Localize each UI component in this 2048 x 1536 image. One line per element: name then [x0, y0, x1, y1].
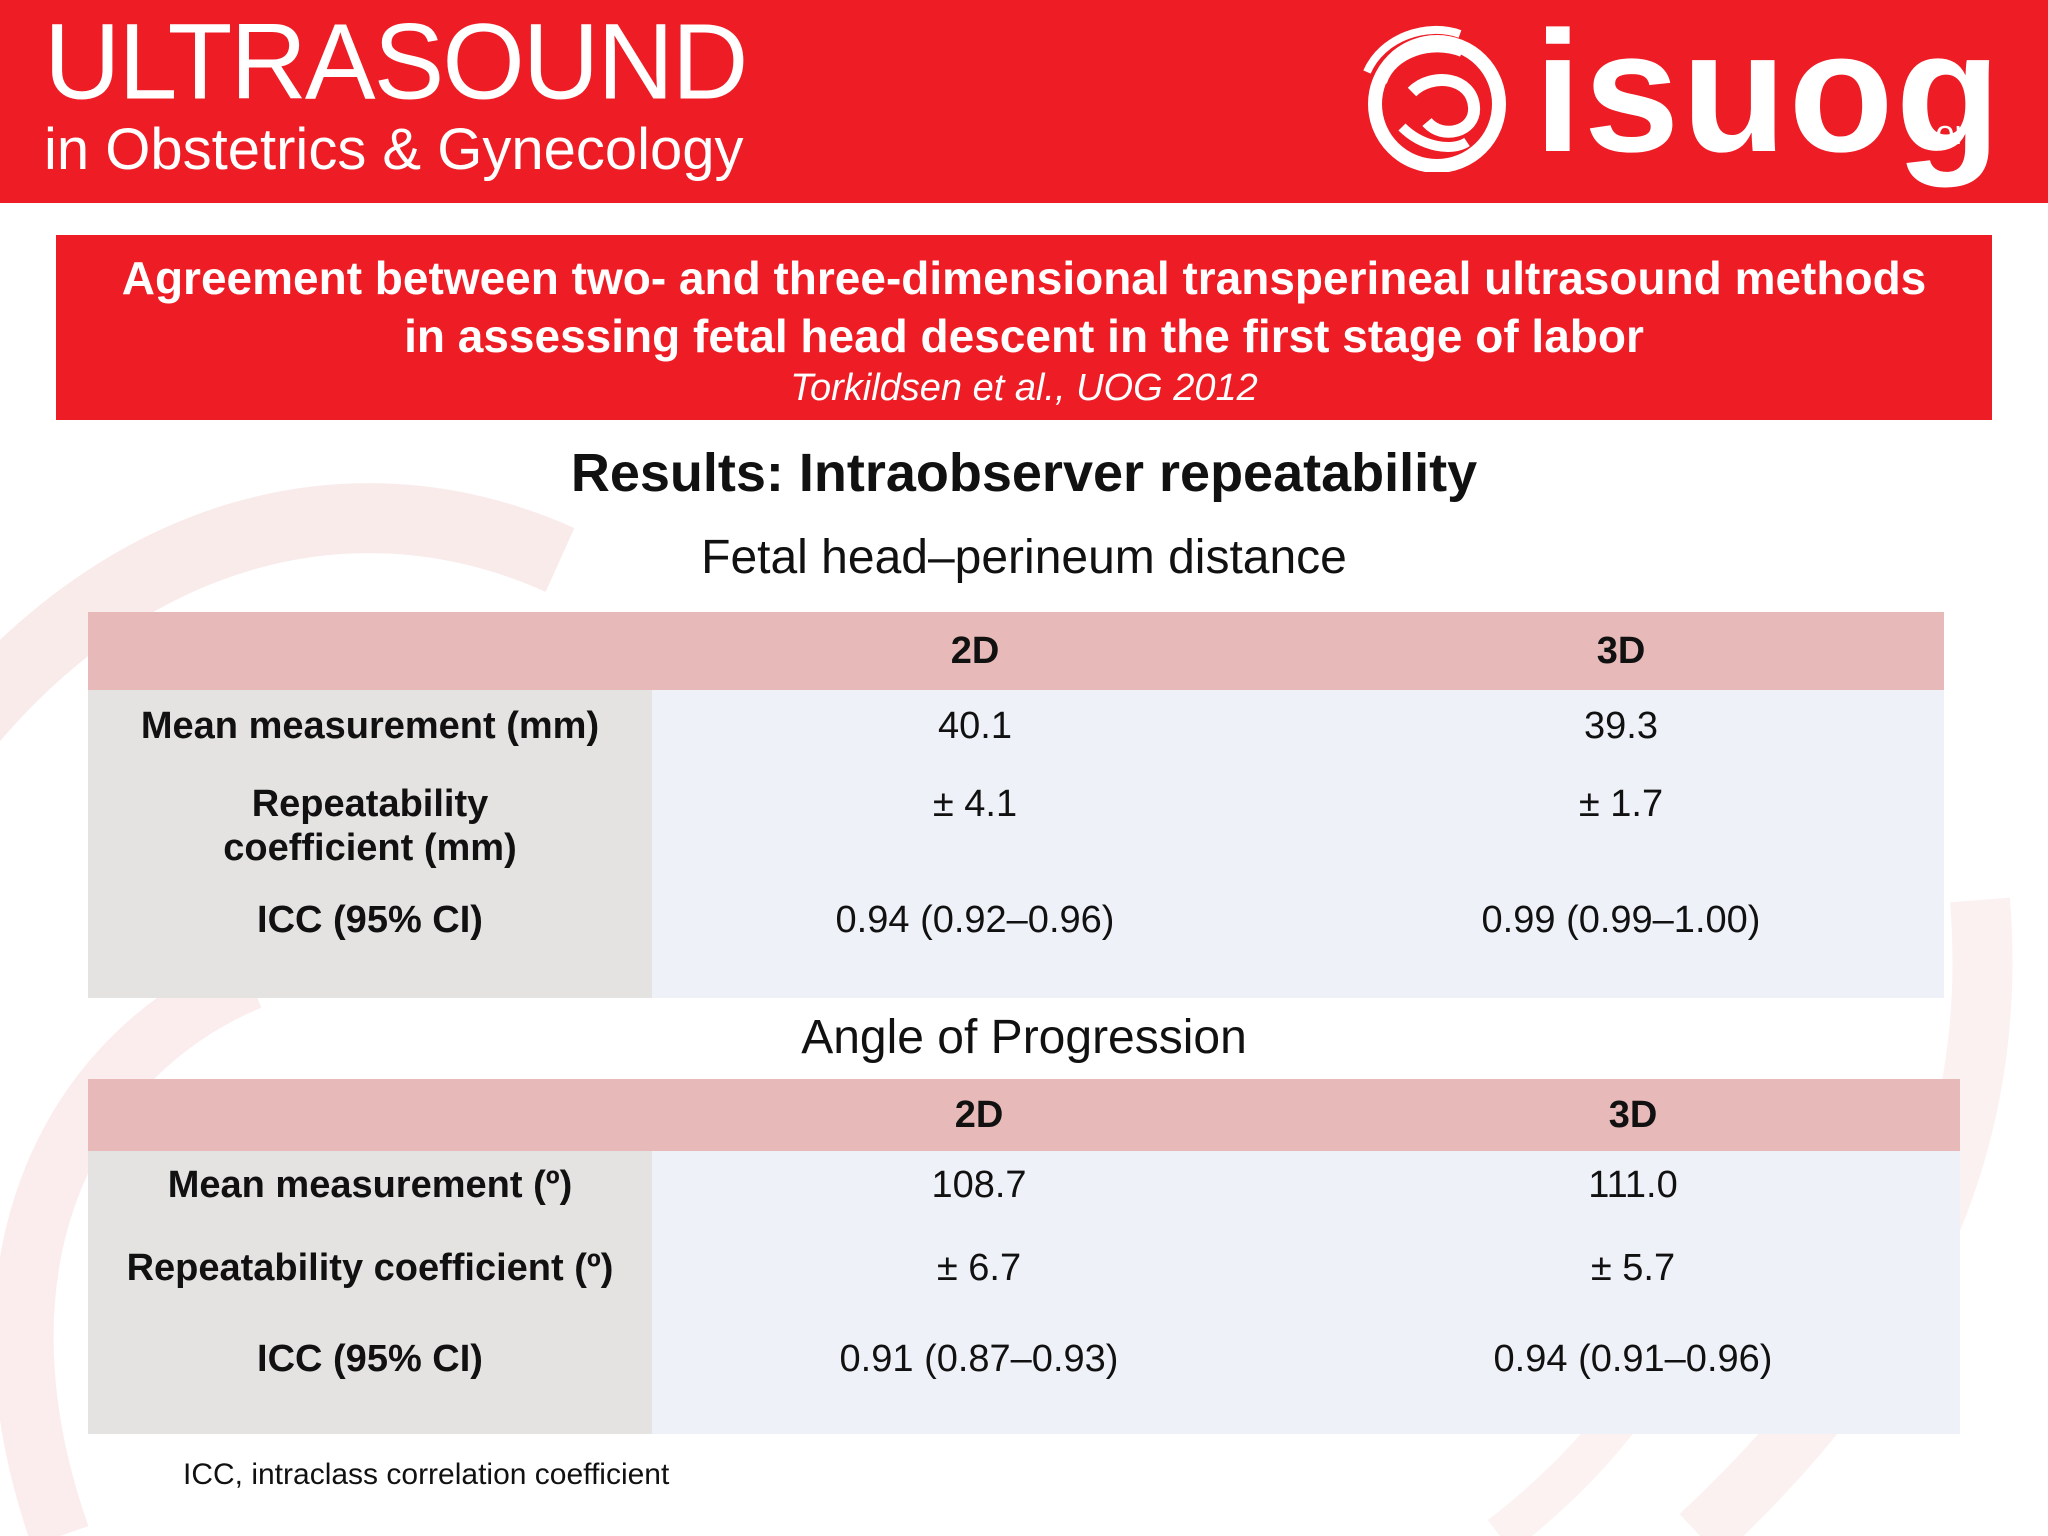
journal-title: ULTRASOUND [44, 1, 748, 123]
footnote: ICC, intraclass correlation coefficient [183, 1458, 670, 1491]
table1-row-mean-3d: 39.3 [1584, 705, 1658, 747]
table1-col-2d: 2D [950, 630, 1000, 672]
table-angle-of-progression: 2D 3D Mean measurement (º) 108.7 111.0 R… [88, 1079, 1960, 1434]
table2-row-mean-2d: 108.7 [931, 1164, 1027, 1206]
table2-row-icc-3d: 0.94 (0.91–0.96) [1493, 1338, 1773, 1380]
table1-row-mean-label: Mean measurement (mm) [140, 705, 600, 747]
table1-row-repeatability-2d: ± 4.1 [932, 783, 1018, 825]
table2-heading: Angle of Progression [801, 1011, 1247, 1064]
table1-row-icc-3d: 0.99 (0.99–1.00) [1481, 899, 1761, 941]
fetus-logo-icon [1363, 26, 1506, 172]
table1-body: Mean measurement (mm) 40.1 39.3 Repeatab… [88, 690, 1944, 998]
isuog-suffix: .org [1926, 114, 1985, 152]
table1-heading: Fetal head–perineum distance [701, 531, 1347, 584]
table2-row-repeatability-label: Repeatability coefficient (º) [126, 1247, 614, 1289]
journal-header: ULTRASOUND in Obstetrics & Gynecology is… [0, 0, 2048, 203]
table2-row-icc-2d: 0.91 (0.87–0.93) [839, 1338, 1119, 1380]
table2-row-repeatability-2d: ± 6.7 [936, 1247, 1022, 1289]
table2-col-3d: 3D [1608, 1094, 1658, 1136]
table2-value-area [652, 1151, 1960, 1434]
table2-row-mean-3d: 111.0 [1588, 1164, 1678, 1206]
table2-header-row: 2D 3D [88, 1079, 1960, 1151]
table-fetal-head-perineum: 2D 3D Mean measurement (mm) 40.1 39.3 Re… [88, 612, 1944, 998]
table2-row-repeatability-3d: ± 5.7 [1590, 1247, 1676, 1289]
table1-row-mean-2d: 40.1 [938, 705, 1012, 747]
table1-row-icc-2d: 0.94 (0.92–0.96) [835, 899, 1115, 941]
journal-brand: ULTRASOUND in Obstetrics & Gynecology [44, 1, 748, 182]
table2-label-column [88, 1151, 652, 1434]
table1-header-row: 2D 3D [88, 612, 1944, 690]
table1-row-repeatability-label: Repeatability coefficient (mm) [223, 783, 517, 869]
table1-col-3d: 3D [1596, 630, 1646, 672]
table1-value-area [652, 690, 1944, 998]
table2-row-icc-label: ICC (95% CI) [257, 1338, 483, 1380]
table1-row-repeatability-3d: ± 1.7 [1578, 783, 1664, 825]
table2-row-mean-label: Mean measurement (º) [167, 1164, 573, 1206]
article-title: Agreement between two- and three-dimensi… [121, 252, 1927, 362]
results-heading: Results: Intraobserver repeatability [570, 443, 1478, 503]
title-banner: Agreement between two- and three-dimensi… [56, 235, 1992, 420]
isuog-logo: isuog .org [1342, 0, 2001, 194]
table2-body: Mean measurement (º) 108.7 111.0 Repeata… [88, 1151, 1960, 1434]
isuog-wordmark: isuog [1534, 0, 2003, 188]
article-citation: Torkildsen et al., UOG 2012 [790, 367, 1258, 409]
table1-row-icc-label: ICC (95% CI) [257, 899, 483, 941]
journal-subtitle: in Obstetrics & Gynecology [44, 117, 744, 182]
table2-col-2d: 2D [954, 1094, 1004, 1136]
table1-label-column [88, 690, 652, 998]
